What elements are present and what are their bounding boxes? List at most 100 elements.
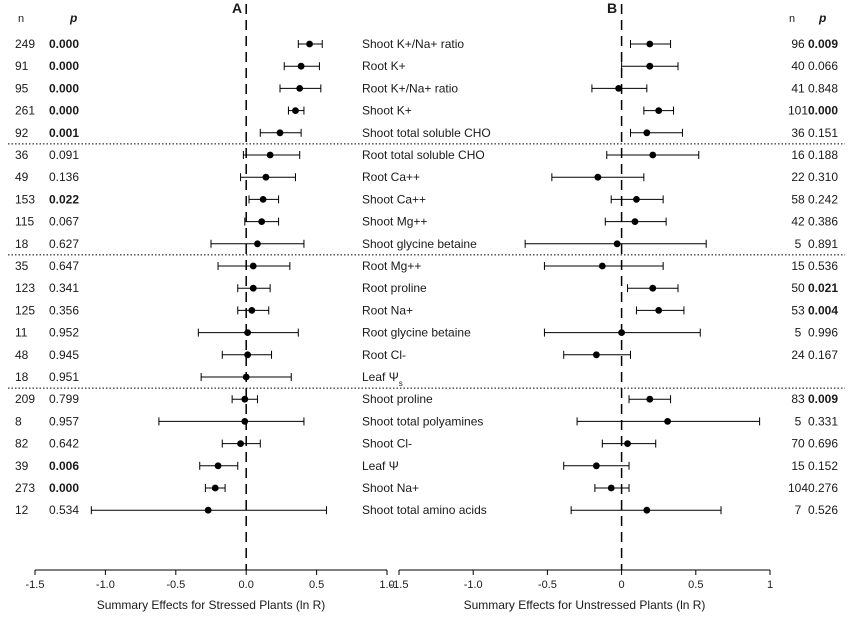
- a-estimate-point: [211, 484, 219, 492]
- b-row-n: 15: [791, 459, 805, 473]
- a-row-n: 11: [15, 326, 28, 340]
- b-row-p: 0.526: [808, 503, 838, 517]
- b-row-n: 16: [791, 148, 805, 162]
- a-row-p: 0.799: [49, 392, 79, 406]
- a-estimate-point: [266, 151, 274, 159]
- a-row-n: 35: [15, 259, 29, 273]
- a-row-p: 0.534: [49, 503, 79, 517]
- b-estimate-point: [633, 196, 640, 203]
- a-estimate-point: [296, 85, 304, 92]
- row-label: Root Cl-: [362, 348, 406, 362]
- panel-b-p-header: p: [818, 11, 826, 25]
- row-label: Shoot Mg++: [362, 215, 427, 229]
- b-row-n: 40: [791, 59, 805, 73]
- b-row-p: 0.386: [808, 215, 838, 229]
- a-estimate-point: [258, 218, 266, 226]
- a-estimate-point: [204, 506, 212, 514]
- a-estimate-point: [214, 462, 222, 470]
- a-row-n: 18: [15, 237, 29, 251]
- b-row-n: 7: [795, 503, 802, 517]
- row-label: Shoot Ca++: [362, 192, 426, 206]
- panel-a-letter: A: [232, 0, 242, 16]
- panel-a-x-tick-label: -1.0: [96, 579, 115, 591]
- a-estimate-point: [276, 129, 284, 137]
- b-row-n: 5: [795, 237, 802, 251]
- a-estimate-point: [306, 40, 313, 48]
- a-row-p: 0.945: [49, 348, 79, 362]
- panel-b-x-tick-label: -1.5: [390, 579, 409, 591]
- b-row-p: 0.167: [808, 348, 838, 362]
- a-row-n: 123: [15, 281, 35, 295]
- a-row-p: 0.000: [49, 104, 79, 118]
- b-estimate-point: [613, 240, 621, 248]
- b-estimate-point: [643, 506, 651, 514]
- a-row-n: 249: [15, 37, 35, 51]
- panel-a-p-header: p: [69, 11, 77, 25]
- b-estimate-point: [592, 462, 600, 470]
- b-row-n: 22: [791, 170, 805, 184]
- a-row-p: 0.356: [49, 303, 79, 317]
- row-label: Shoot K+: [362, 104, 412, 118]
- a-estimate-point: [254, 240, 261, 248]
- a-row-n: 153: [15, 192, 35, 206]
- a-row-p: 0.006: [49, 459, 79, 473]
- a-row-n: 39: [15, 459, 29, 473]
- a-row-p: 0.000: [49, 59, 79, 73]
- row-label: Shoot glycine betaine: [362, 237, 477, 251]
- a-row-n: 92: [15, 126, 29, 140]
- row-label: Root Ca++: [362, 170, 420, 184]
- a-row-n: 95: [15, 81, 29, 95]
- a-row-p: 0.000: [49, 481, 79, 495]
- panel-a-x-tick-label: 0.5: [309, 579, 324, 591]
- panel-a-x-tick-label: -1.5: [26, 579, 45, 591]
- b-row-n: 41: [791, 81, 805, 95]
- b-estimate-point: [655, 307, 663, 314]
- b-row-p: 0.021: [808, 281, 838, 295]
- row-label: Shoot total soluble CHO: [362, 126, 491, 140]
- b-estimate-point: [664, 418, 672, 425]
- panel-b-x-tick-label: 0.5: [688, 579, 703, 591]
- b-row-p: 0.009: [808, 392, 838, 406]
- b-row-n: 70: [791, 437, 805, 451]
- b-row-p: 0.891: [808, 237, 838, 251]
- b-row-p: 0.276: [808, 481, 838, 495]
- a-estimate-point: [262, 173, 270, 181]
- panel-b-x-tick-label: -1.0: [464, 579, 483, 591]
- a-estimate-point: [242, 373, 250, 381]
- b-row-p: 0.696: [808, 437, 838, 451]
- panel-a-x-axis-title: Summary Effects for Stressed Plants (ln …: [97, 598, 326, 612]
- b-row-n: 42: [791, 215, 805, 229]
- b-row-p: 0.242: [808, 192, 838, 206]
- a-estimate-point: [244, 351, 252, 359]
- a-row-p: 0.000: [49, 81, 79, 95]
- panel-b-x-tick-label: 1: [767, 579, 773, 591]
- a-estimate-point: [259, 196, 267, 203]
- a-estimate-point: [248, 307, 256, 314]
- b-row-p: 0.331: [808, 414, 838, 428]
- panel-a-x-tick-label: 1.0: [379, 579, 394, 591]
- a-estimate-point: [241, 418, 249, 425]
- b-row-p: 0.152: [808, 459, 838, 473]
- panel-b-x-tick-label: -0.5: [538, 579, 557, 591]
- a-row-p: 0.951: [49, 370, 79, 384]
- row-label: Root proline: [362, 281, 427, 295]
- a-row-p: 0.000: [49, 37, 79, 51]
- b-estimate-point: [618, 329, 625, 336]
- a-row-n: 82: [15, 437, 29, 451]
- b-row-n: 53: [791, 303, 805, 317]
- a-estimate-point: [297, 62, 305, 70]
- a-row-n: 125: [15, 303, 35, 317]
- a-estimate-point: [244, 329, 252, 336]
- row-label: Root K+: [362, 59, 406, 73]
- b-estimate-point: [646, 395, 654, 403]
- a-estimate-point: [292, 107, 299, 114]
- a-row-p: 0.067: [49, 215, 79, 229]
- panel-b-letter: B: [607, 0, 617, 16]
- b-estimate-point: [643, 129, 651, 137]
- a-row-p: 0.952: [49, 326, 79, 340]
- b-row-p: 0.188: [808, 148, 838, 162]
- a-row-n: 18: [15, 370, 29, 384]
- b-row-n: 15: [791, 259, 805, 273]
- b-row-p: 0.066: [808, 59, 838, 73]
- b-estimate-point: [624, 440, 631, 447]
